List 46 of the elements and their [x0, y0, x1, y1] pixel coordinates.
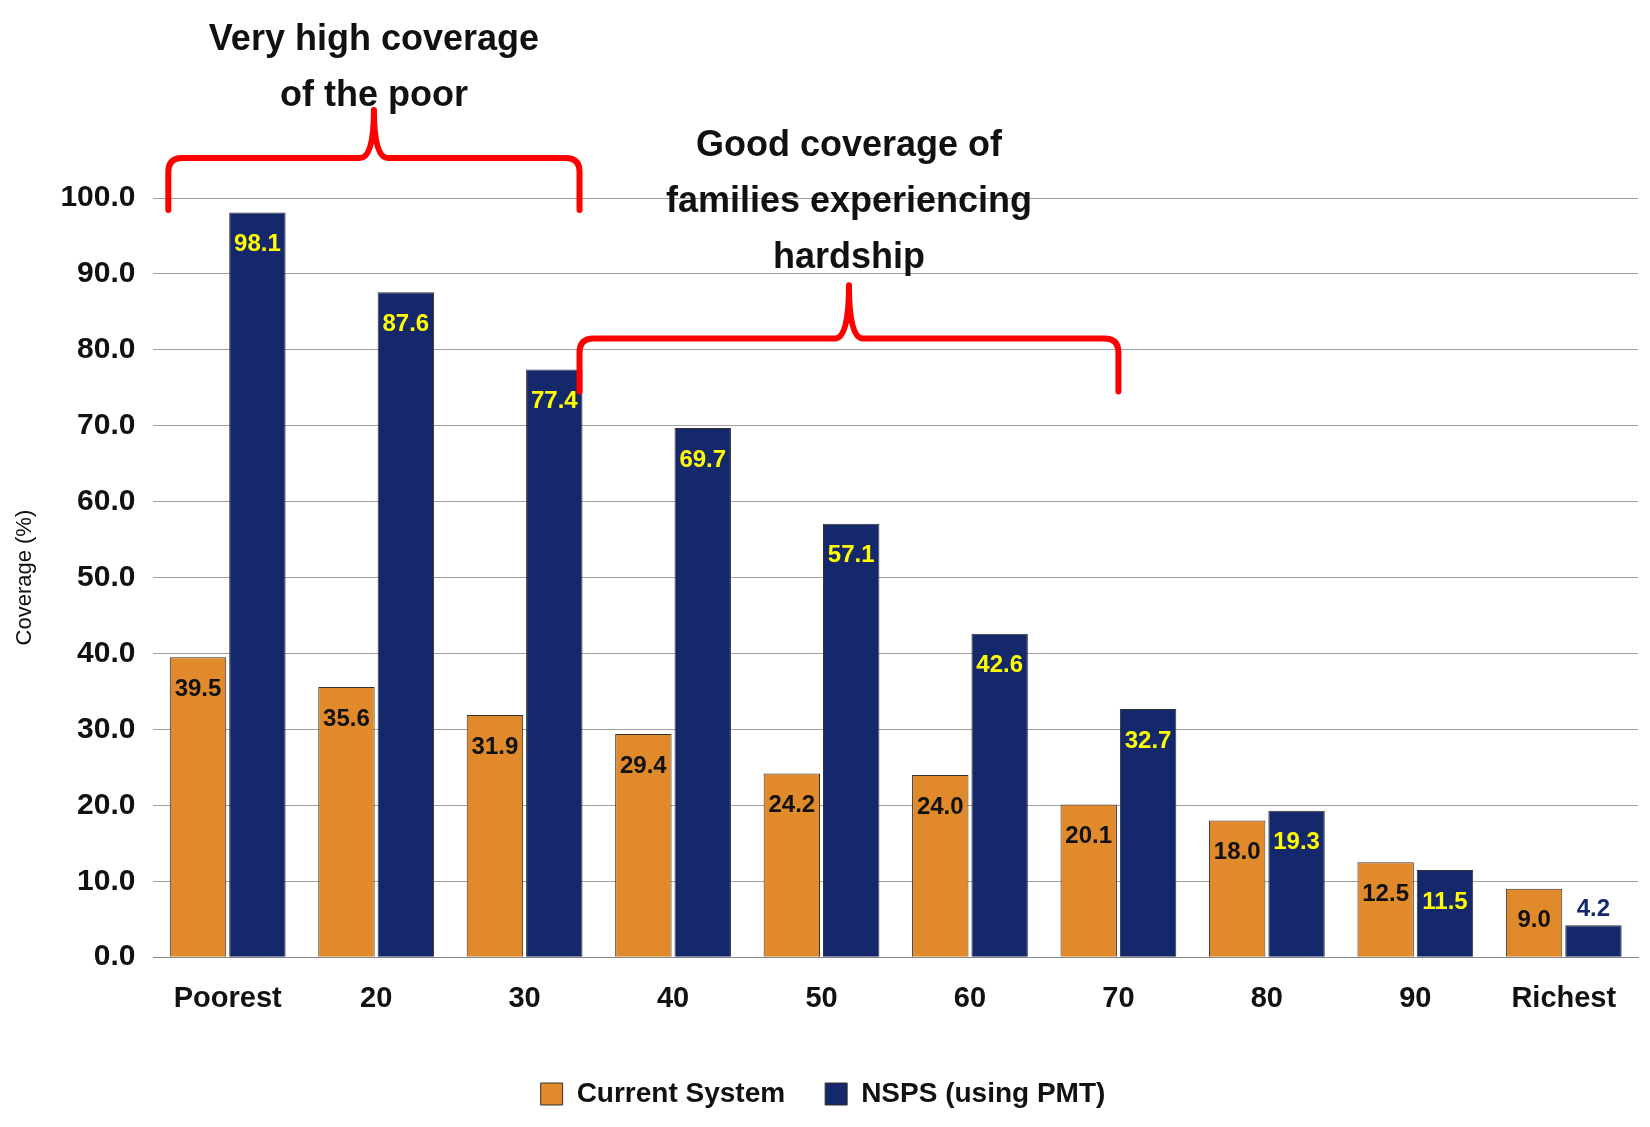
x-tick-label: 70 [1102, 980, 1135, 1013]
annotation: Good coverage of families experiencing hardship [664, 122, 1034, 278]
data-label: 11.5 [1422, 886, 1468, 914]
data-label: 31.9 [471, 731, 519, 759]
y-tick-label: 0.0 [93, 938, 136, 972]
data-label: 57.1 [827, 540, 875, 568]
data-label: 69.7 [679, 444, 727, 472]
y-tick-label: 60.0 [77, 482, 136, 516]
data-label: 87.6 [382, 308, 430, 336]
y-tick-label: 80.0 [77, 331, 136, 365]
data-label: 24.0 [916, 791, 964, 819]
data-label: 19.3 [1273, 827, 1320, 855]
data-label: 24.2 [768, 790, 816, 818]
x-tick-label: Richest [1511, 980, 1617, 1013]
data-label: 20.1 [1065, 821, 1113, 849]
data-label: 35.6 [323, 703, 370, 731]
y-tick-label: 20.0 [77, 786, 136, 820]
data-label: 29.4 [620, 750, 668, 778]
x-tick-label: 50 [805, 980, 838, 1013]
data-label: 12.5 [1362, 878, 1409, 906]
y-tick-label: 50.0 [77, 558, 136, 592]
data-label: 9.0 [1517, 905, 1551, 933]
data-label: 42.6 [976, 650, 1024, 678]
x-tick-label: 20 [360, 980, 393, 1013]
x-tick-label: 40 [656, 980, 690, 1013]
x-tick-label: 90 [1399, 980, 1432, 1013]
y-tick-label: 10.0 [77, 862, 136, 896]
x-tick-label: 60 [953, 980, 987, 1013]
y-tick-label: 30.0 [77, 710, 136, 744]
x-tick-label: Poorest [173, 980, 283, 1013]
data-label: 39.5 [174, 673, 222, 701]
y-tick-label: 90.0 [77, 255, 136, 289]
data-label: 32.7 [1124, 725, 1172, 753]
y-tick-label: 100.0 [60, 179, 136, 213]
data-label: 4.2 [1576, 893, 1611, 921]
legend-label: NSPS (using PMT) [861, 1076, 1106, 1108]
y-tick-label: 40.0 [77, 634, 136, 668]
data-label: 18.0 [1213, 837, 1261, 865]
data-label: 77.4 [530, 386, 579, 414]
x-tick-label: 30 [508, 980, 541, 1013]
data-label: 98.1 [234, 229, 281, 257]
y-axis-title: Coverage (%) [11, 509, 37, 646]
y-tick-label: 70.0 [77, 407, 136, 441]
legend-label: Current System [576, 1076, 786, 1108]
text: Very high coverage of the poor [207, 16, 540, 116]
x-tick-label: 80 [1250, 980, 1283, 1013]
